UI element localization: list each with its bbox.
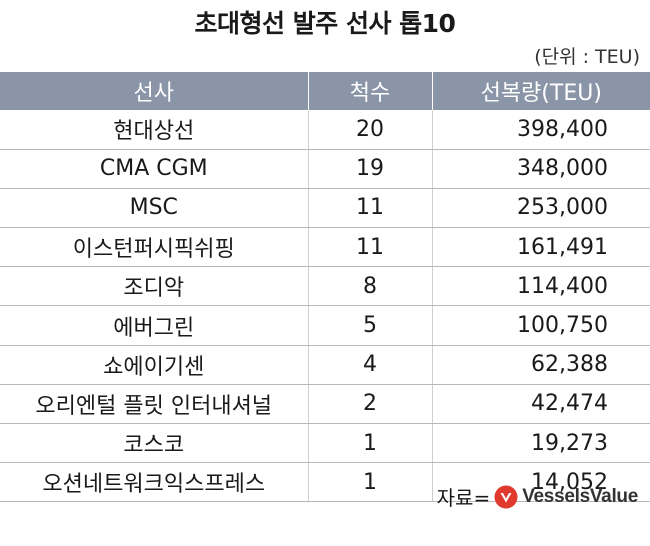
header-carrier: 선사: [133, 81, 174, 106]
cell-capacity: 253,000: [431, 188, 650, 229]
cell-capacity: 348,000: [431, 149, 650, 189]
cell-carrier: CMA CGM: [0, 149, 308, 189]
table-row: 쇼에이기센 4 62,388: [0, 345, 650, 385]
cell-ship-count: 5: [307, 305, 432, 346]
table-row: 이스턴퍼시픽쉬핑 11 161,491: [0, 227, 650, 268]
cell-carrier: MSC: [0, 188, 308, 229]
cell-ship-count: 2: [307, 384, 432, 425]
cell-ship-count: 8: [307, 266, 432, 307]
cell-capacity: 100,750: [431, 305, 650, 346]
cell-carrier: 현대상선: [0, 110, 308, 150]
table-row: 오션네트워크익스프레스 1 14,052: [0, 462, 650, 503]
header-capacity: 선복량(TEU): [431, 72, 650, 110]
table-row: 오리엔털 플릿 인터내셔널 2 42,474: [0, 384, 650, 425]
cell-ship-count: 11: [307, 188, 432, 229]
cell-ship-count: 1: [307, 462, 432, 503]
unit-note: (단위 : TEU): [534, 46, 640, 68]
cell-carrier: 에버그린: [0, 305, 308, 346]
cell-carrier: 쇼에이기센: [0, 345, 308, 385]
cell-capacity: 62,388: [431, 345, 650, 385]
brand-name: VesselsValue: [522, 485, 638, 507]
page-title: 초대형선 발주 선사 톱10: [194, 9, 456, 38]
cell-ship-count: 4: [307, 345, 432, 385]
source-label: 자료=: [436, 486, 491, 510]
vesselsvalue-logo-icon: [494, 485, 518, 508]
header-ship-count: 척수: [307, 72, 432, 110]
cell-carrier: 오리엔털 플릿 인터내셔널: [0, 384, 308, 425]
cell-capacity: 42,474: [431, 384, 650, 425]
orders-table: 선사 척수 선복량(TEU) 현대상선 20 398,400 CMA CGM 19 348…: [0, 72, 650, 503]
table-row: 에버그린 5 100,750: [0, 305, 650, 346]
cell-ship-count: 1: [307, 423, 432, 464]
cell-capacity: 161,491: [431, 227, 650, 268]
cell-carrier: 오션네트워크익스프레스: [0, 462, 308, 503]
cell-capacity: 14,052: [431, 462, 650, 503]
cell-capacity: 114,400: [431, 266, 650, 307]
cell-ship-count: 11: [307, 227, 432, 268]
cell-carrier: 코스코: [0, 423, 308, 464]
cell-capacity: 398,400: [431, 110, 650, 150]
table-row: MSC 11 253,000: [0, 188, 650, 229]
table-row: 코스코 1 19,273: [0, 423, 650, 464]
table-row: CMA CGM 19 348,000: [0, 149, 650, 189]
table-row: 현대상선 20 398,400: [0, 110, 650, 150]
cell-ship-count: 19: [307, 149, 432, 189]
source-credit: 자료= VesselsValue: [437, 482, 638, 511]
cell-carrier: 이스턴퍼시픽쉬핑: [0, 227, 308, 268]
brand-logo: VesselsValue: [494, 485, 638, 509]
cell-capacity: 19,273: [431, 423, 650, 464]
cell-carrier: 조디악: [0, 266, 308, 307]
table-row: 조디악 8 114,400: [0, 266, 650, 307]
table-header-row: 선사 척수 선복량(TEU): [0, 72, 650, 110]
cell-ship-count: 20: [307, 110, 432, 150]
